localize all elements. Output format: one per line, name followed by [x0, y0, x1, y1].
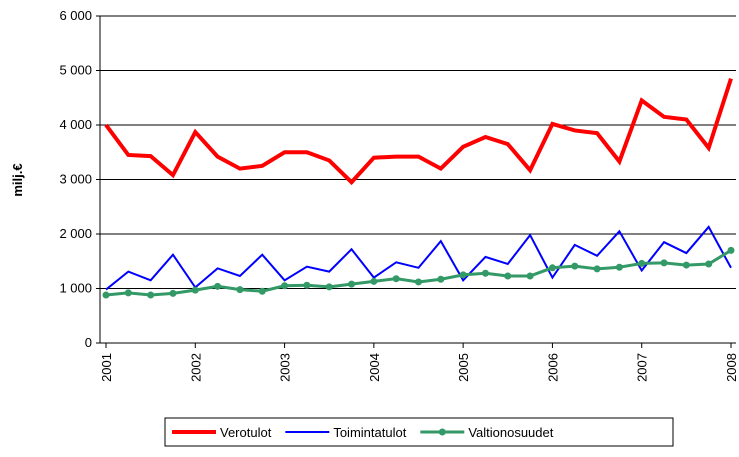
point — [660, 259, 668, 267]
y-tick-label: 0 — [85, 335, 92, 350]
point — [593, 265, 601, 273]
point — [102, 291, 110, 299]
point — [258, 287, 266, 295]
x-tick-label: 2003 — [278, 353, 293, 382]
y-tick-label: 6 000 — [59, 8, 92, 23]
x-tick-label: 2004 — [367, 353, 382, 382]
point — [727, 246, 735, 254]
point — [705, 260, 713, 268]
point — [325, 283, 333, 291]
point — [191, 286, 199, 294]
point — [281, 282, 289, 290]
point — [615, 263, 623, 271]
series-line — [104, 78, 733, 186]
point — [303, 281, 311, 289]
point — [682, 261, 690, 269]
legend: Verotulot Toimintatulot Valtionosuudet — [164, 417, 674, 447]
y-tick-label: 5 000 — [59, 63, 92, 78]
x-tick-label: 2005 — [456, 353, 471, 382]
legend-label: Verotulot — [220, 425, 272, 440]
point — [236, 286, 244, 294]
series-line — [105, 225, 732, 291]
point — [415, 278, 422, 286]
point — [169, 289, 177, 297]
point — [638, 259, 646, 267]
x-tick-label: 2008 — [724, 353, 739, 382]
y-tick-label: 4 000 — [59, 117, 92, 132]
y-tick-label: 3 000 — [59, 172, 92, 187]
point — [124, 289, 132, 297]
point — [392, 275, 400, 283]
point — [147, 291, 155, 299]
point — [526, 272, 534, 280]
point — [214, 282, 222, 290]
point — [459, 271, 467, 279]
x-tick-label: 2006 — [545, 353, 560, 382]
legend-box — [164, 417, 674, 447]
point — [548, 264, 556, 272]
legend-marker — [438, 428, 446, 436]
point — [481, 269, 489, 277]
x-tick-label: 2002 — [188, 353, 203, 382]
point — [370, 277, 378, 285]
x-tick-label: 2001 — [99, 353, 114, 382]
legend-label: Toimintatulot — [333, 425, 406, 440]
point — [571, 262, 579, 270]
x-tick-label: 2007 — [635, 353, 650, 382]
y-tick-label: 1 000 — [59, 281, 92, 296]
y-tick-label: 2 000 — [59, 226, 92, 241]
legend-label: Valtionosuudet — [468, 425, 553, 440]
y-axis-label: milj.€ — [10, 163, 25, 196]
point — [348, 280, 356, 288]
point — [504, 272, 512, 280]
point — [437, 275, 445, 283]
